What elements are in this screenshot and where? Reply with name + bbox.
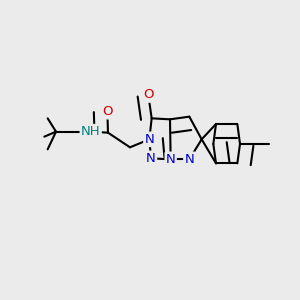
Text: N: N	[184, 153, 194, 166]
Text: N: N	[145, 133, 154, 146]
Text: O: O	[143, 88, 154, 101]
Text: O: O	[102, 105, 112, 118]
Text: NH: NH	[81, 125, 100, 138]
Text: N: N	[146, 152, 156, 165]
Text: N: N	[166, 153, 175, 166]
